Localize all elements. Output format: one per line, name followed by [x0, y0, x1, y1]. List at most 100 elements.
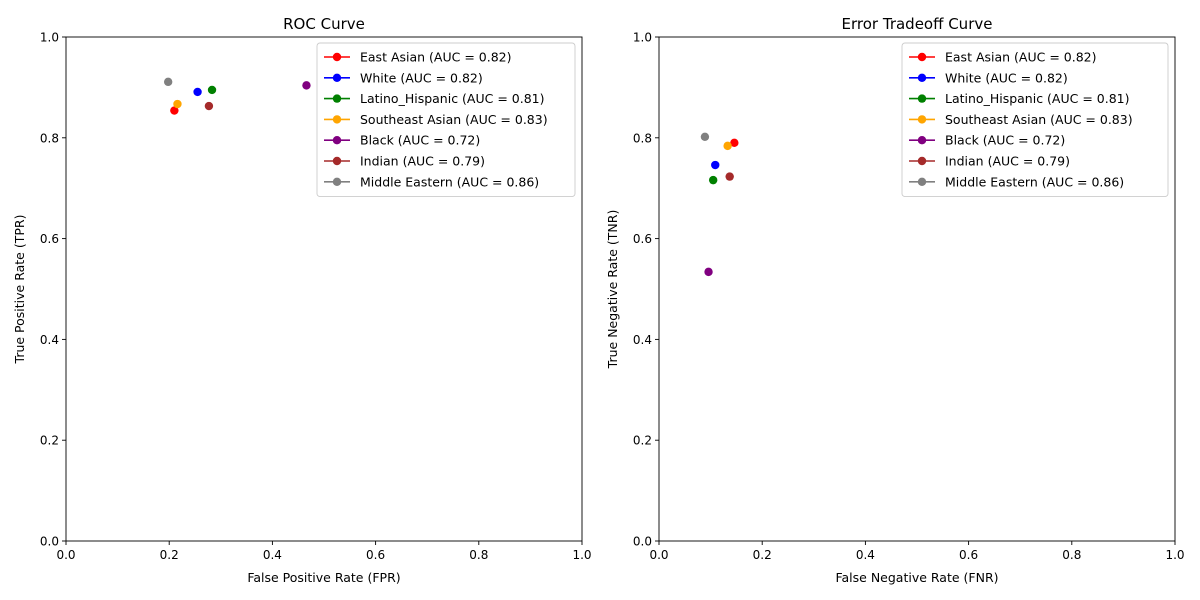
legend-label: Latino_Hispanic (AUC = 0.81) [945, 91, 1129, 106]
y-axis-label: True Positive Rate (TPR) [12, 215, 27, 365]
chart-title: Error Tradeoff Curve [842, 15, 993, 33]
legend-box [901, 42, 1169, 198]
x-tick-label: 1.0 [572, 548, 591, 562]
legend-item: White (AUC = 0.82) [909, 70, 1068, 85]
legend-marker [332, 156, 342, 166]
legend-item: East Asian (AUC = 0.82) [324, 50, 511, 65]
legend-label: Southeast Asian (AUC = 0.83) [360, 112, 548, 127]
legend-item: Black (AUC = 0.72) [909, 133, 1065, 148]
data-point [173, 99, 182, 109]
data-point [704, 267, 713, 277]
legend-item: Southeast Asian (AUC = 0.83) [324, 112, 548, 127]
legend: East Asian (AUC = 0.82) White (AUC = 0.82… [901, 42, 1169, 198]
legend-marker [917, 177, 927, 186]
legend-box [316, 42, 576, 198]
legend-item: Southeast Asian (AUC = 0.83) [909, 112, 1133, 127]
y-tick-label: 0.4 [633, 333, 652, 347]
y-tick-label: 0.6 [40, 232, 59, 246]
legend-item: Middle Eastern (AUC = 0.86) [324, 174, 539, 189]
data-point [700, 132, 710, 141]
x-tick-label: 0.4 [263, 548, 282, 562]
data-points [700, 132, 739, 277]
legend-label: Middle Eastern (AUC = 0.86) [360, 174, 539, 189]
legend-marker [917, 136, 927, 145]
legend-item: East Asian (AUC = 0.82) [909, 50, 1096, 65]
legend-label: Indian (AUC = 0.79) [945, 154, 1070, 169]
legend-item: Latino_Hispanic (AUC = 0.81) [324, 91, 544, 106]
x-axis: 0.0 0.2 0.4 0.6 0.8 1.0 [649, 541, 1185, 562]
legend-label: East Asian (AUC = 0.82) [360, 50, 511, 65]
plot-frame [65, 36, 583, 542]
y-axis: 0.0 0.2 0.4 0.6 0.8 1.0 [633, 31, 659, 549]
x-tick-label: 0.2 [160, 548, 179, 562]
x-tick-label: 0.0 [56, 548, 75, 562]
y-tick-label: 0.0 [633, 535, 652, 549]
legend: East Asian (AUC = 0.82) White (AUC = 0.82… [316, 42, 576, 198]
x-axis-label: False Negative Rate (FNR) [835, 570, 998, 585]
legend-item: White (AUC = 0.82) [324, 70, 483, 85]
data-point [193, 87, 202, 97]
legend-marker [332, 52, 342, 62]
legend-label: Southeast Asian (AUC = 0.83) [945, 112, 1133, 127]
legend-marker [332, 73, 342, 83]
data-points [163, 77, 311, 115]
legend-marker [332, 115, 342, 124]
data-point [711, 160, 720, 170]
legend-marker [917, 156, 927, 166]
y-tick-label: 0.2 [40, 434, 59, 448]
legend-marker [332, 136, 342, 145]
y-tick-label: 1.0 [40, 31, 59, 45]
x-tick-label: 0.0 [649, 548, 668, 562]
legend-item: Indian (AUC = 0.79) [909, 154, 1070, 169]
legend-marker [917, 115, 927, 124]
data-point [207, 85, 217, 95]
x-tick-label: 0.8 [1062, 548, 1081, 562]
data-point [725, 172, 734, 181]
x-axis-label: False Positive Rate (FPR) [247, 570, 400, 585]
data-point [730, 138, 739, 148]
x-tick-label: 0.2 [753, 548, 772, 562]
legend-item: Black (AUC = 0.72) [324, 133, 480, 148]
data-point [708, 175, 718, 185]
data-point [302, 81, 311, 90]
legend-marker [917, 52, 927, 62]
y-tick-label: 0.2 [633, 434, 652, 448]
legend-item: Indian (AUC = 0.79) [324, 154, 485, 169]
y-axis-label: True Negative Rate (TNR) [605, 210, 620, 370]
legend-marker [917, 94, 927, 103]
x-tick-label: 1.0 [1165, 548, 1184, 562]
legend-marker [332, 177, 342, 186]
y-tick-label: 0.0 [40, 535, 59, 549]
x-tick-label: 0.6 [366, 548, 385, 562]
legend-marker [917, 73, 927, 83]
legend-label: White (AUC = 0.82) [945, 70, 1068, 85]
legend-label: Black (AUC = 0.72) [360, 133, 480, 148]
data-point [163, 77, 173, 87]
legend-item: Latino_Hispanic (AUC = 0.81) [909, 91, 1129, 106]
y-tick-label: 0.8 [633, 131, 652, 145]
legend-label: White (AUC = 0.82) [360, 70, 483, 85]
y-tick-label: 1.0 [633, 31, 652, 45]
legend-label: Indian (AUC = 0.79) [360, 154, 485, 169]
legend-item: Middle Eastern (AUC = 0.86) [909, 174, 1124, 189]
legend-label: Latino_Hispanic (AUC = 0.81) [360, 91, 544, 106]
x-tick-label: 0.8 [469, 548, 488, 562]
data-point [204, 101, 214, 111]
plot-frame [658, 36, 1176, 542]
legend-label: East Asian (AUC = 0.82) [945, 50, 1096, 65]
chart-title: ROC Curve [283, 15, 365, 33]
legend-marker [332, 94, 342, 103]
y-tick-label: 0.8 [40, 131, 59, 145]
legend-label: Black (AUC = 0.72) [945, 133, 1065, 148]
data-point [170, 106, 179, 115]
y-axis: 0.0 0.2 0.4 0.6 0.8 1.0 [40, 31, 66, 549]
x-tick-label: 0.6 [959, 548, 978, 562]
x-tick-label: 0.4 [856, 548, 875, 562]
x-axis: 0.0 0.2 0.4 0.6 0.8 1.0 [56, 541, 592, 562]
y-tick-label: 0.4 [40, 333, 59, 347]
y-tick-label: 0.6 [633, 232, 652, 246]
data-point [723, 141, 732, 151]
